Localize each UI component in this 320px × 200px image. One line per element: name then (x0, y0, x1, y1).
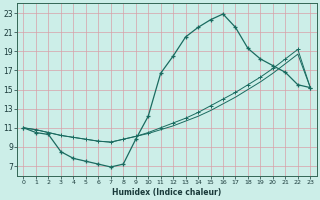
X-axis label: Humidex (Indice chaleur): Humidex (Indice chaleur) (112, 188, 221, 197)
